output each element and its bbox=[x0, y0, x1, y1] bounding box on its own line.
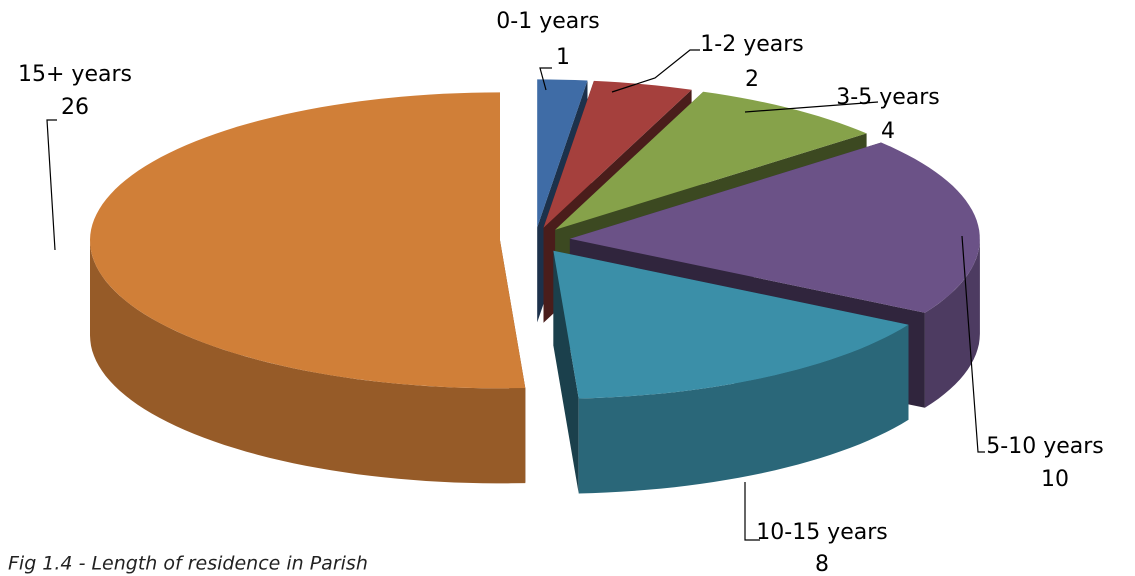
leader-line bbox=[744, 482, 760, 541]
slice bbox=[569, 142, 980, 313]
leader-line bbox=[961, 235, 985, 453]
leader-line bbox=[744, 101, 879, 113]
leader-line bbox=[539, 67, 552, 91]
value-label: 26 bbox=[61, 95, 89, 120]
value-label: 2 bbox=[745, 67, 759, 92]
value-label: 10 bbox=[1041, 467, 1069, 492]
slice-wall bbox=[924, 238, 980, 408]
chart-caption: Fig 1.4 - Length of residence in Parish bbox=[8, 553, 368, 575]
value-label: 1 bbox=[556, 45, 570, 70]
slice bbox=[553, 250, 909, 399]
leader-line bbox=[46, 119, 57, 251]
value-label: 8 bbox=[815, 552, 829, 576]
slice-label: 10-15 years bbox=[756, 520, 887, 545]
slice-label: 15+ years bbox=[18, 62, 132, 87]
slice bbox=[543, 80, 692, 228]
slice-side bbox=[553, 250, 579, 494]
value-label: 4 bbox=[881, 119, 895, 144]
slice-label: 0-1 years bbox=[496, 9, 599, 34]
leader-line bbox=[611, 49, 700, 93]
slice-label: 1-2 years bbox=[700, 32, 803, 57]
slice-wall bbox=[90, 240, 526, 484]
slice bbox=[555, 91, 867, 230]
slice bbox=[90, 92, 526, 389]
slice-wall bbox=[578, 324, 909, 494]
slice bbox=[537, 79, 588, 228]
slice-label: 3-5 years bbox=[836, 85, 939, 110]
slice-label: 5-10 years bbox=[986, 434, 1103, 459]
